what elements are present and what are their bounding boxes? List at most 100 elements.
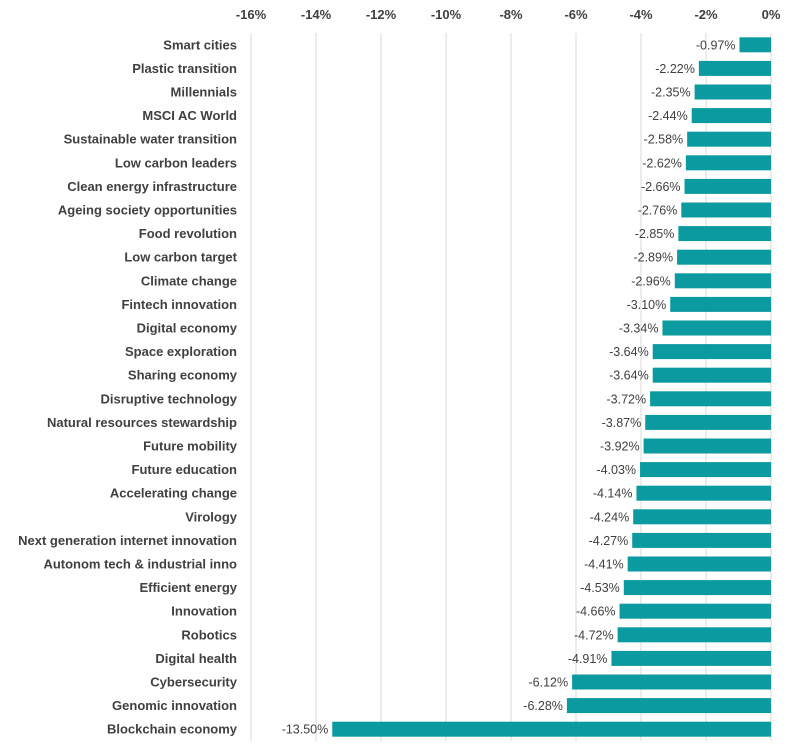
bar (643, 438, 771, 454)
category-label: Ageing society opportunities (58, 203, 237, 218)
category-label: Cybersecurity (150, 675, 237, 690)
category-label: Plastic transition (132, 61, 237, 76)
bar (650, 391, 771, 407)
bar (652, 344, 771, 360)
category-label: Disruptive technology (100, 391, 237, 406)
bar (645, 414, 771, 430)
bar (694, 84, 771, 100)
data-label: -3.72% (606, 392, 646, 406)
bar (684, 178, 771, 194)
category-label: Clean energy infrastructure (67, 179, 237, 194)
data-label: -2.66% (641, 180, 681, 194)
bar (674, 273, 771, 289)
x-tick-label: -12% (366, 7, 397, 22)
data-label: -3.92% (600, 440, 640, 454)
data-label: -4.24% (590, 510, 630, 524)
data-label: -2.58% (644, 133, 684, 147)
bar (623, 580, 771, 596)
category-label: Food revolution (139, 226, 237, 241)
category-label: Low carbon target (124, 250, 237, 265)
bar (670, 296, 771, 312)
category-label: Innovation (171, 604, 237, 619)
data-label: -2.89% (633, 251, 673, 265)
data-label: -4.27% (589, 534, 629, 548)
data-label: -2.76% (638, 204, 678, 218)
category-label: Next generation internet innovation (18, 533, 237, 548)
data-label: -2.44% (648, 109, 688, 123)
data-label: -3.64% (609, 369, 649, 383)
bar (685, 155, 771, 171)
category-label: Future mobility (143, 439, 238, 454)
data-label: -4.91% (568, 652, 608, 666)
x-tick-label: -2% (694, 7, 718, 22)
data-label: -2.62% (642, 156, 682, 170)
bar (677, 249, 771, 265)
bar (652, 367, 771, 383)
category-label: Blockchain economy (107, 722, 238, 737)
bar (617, 627, 771, 643)
bar (627, 556, 771, 572)
category-label: Sustainable water transition (64, 132, 237, 147)
gridlines (250, 33, 772, 741)
bar (332, 721, 771, 737)
bar (739, 37, 771, 53)
data-label: -3.87% (602, 416, 642, 430)
category-label: Accelerating change (110, 486, 237, 501)
category-label: Future education (132, 462, 238, 477)
category-label: Digital economy (137, 321, 238, 336)
category-label: Virology (185, 509, 238, 524)
category-label: Sharing economy (128, 368, 238, 383)
bar (640, 462, 771, 478)
data-label: -4.03% (596, 463, 636, 477)
data-label: -4.72% (574, 628, 614, 642)
data-label: -4.53% (580, 581, 620, 595)
category-label: Space exploration (125, 344, 237, 359)
bar (691, 108, 771, 124)
data-label: -6.28% (523, 699, 563, 713)
data-label: -3.34% (619, 322, 659, 336)
x-axis-tick-labels: -16% -14% -12% -10% -8% -6% -4% -2% 0% (236, 7, 781, 22)
x-tick-label: -10% (431, 7, 462, 22)
category-label: Robotics (181, 627, 237, 642)
category-label: Low carbon leaders (115, 155, 237, 170)
data-label: -4.14% (593, 487, 633, 501)
category-label: Efficient energy (139, 580, 237, 595)
x-tick-label: -4% (629, 7, 653, 22)
bar (619, 603, 771, 619)
bar (633, 509, 771, 525)
bar (698, 60, 771, 76)
x-tick-label: 0% (762, 7, 781, 22)
data-label: -0.97% (696, 38, 736, 52)
data-label: -2.85% (635, 227, 675, 241)
x-tick-label: -8% (499, 7, 523, 22)
data-labels: -0.97%-2.22% -2.35% -2.44% -2.58% -2.62% -2.6… (282, 38, 736, 736)
category-label: Digital health (155, 651, 237, 666)
category-label: Millennials (171, 85, 237, 100)
x-tick-label: -6% (564, 7, 588, 22)
category-labels: Smart cities Plastic transition Millennial… (18, 37, 238, 736)
category-label: Natural resources stewardship (47, 415, 237, 430)
bar (678, 226, 771, 242)
bar (566, 698, 771, 714)
bar (662, 320, 771, 336)
data-label: -4.41% (584, 558, 624, 572)
bar (572, 674, 771, 690)
category-label: Climate change (141, 273, 237, 288)
category-label: MSCI AC World (142, 108, 237, 123)
data-label: -2.96% (631, 274, 671, 288)
data-label: -2.22% (655, 62, 695, 76)
data-label: -6.12% (528, 676, 568, 690)
data-label: -13.50% (282, 723, 329, 737)
x-tick-label: -14% (301, 7, 332, 22)
bar (687, 131, 771, 147)
bar (611, 650, 771, 666)
x-tick-label: -16% (236, 7, 267, 22)
bar (681, 202, 771, 218)
data-label: -2.35% (651, 86, 691, 100)
data-label: -4.66% (576, 605, 616, 619)
data-label: -3.64% (609, 345, 649, 359)
category-label: Fintech innovation (121, 297, 237, 312)
bar (632, 532, 771, 548)
bar (636, 485, 771, 501)
